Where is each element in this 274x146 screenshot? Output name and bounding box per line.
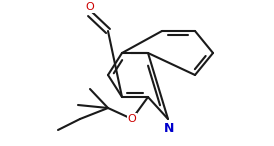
Text: N: N — [164, 122, 174, 135]
Text: O: O — [128, 114, 136, 124]
Text: O: O — [85, 2, 94, 12]
